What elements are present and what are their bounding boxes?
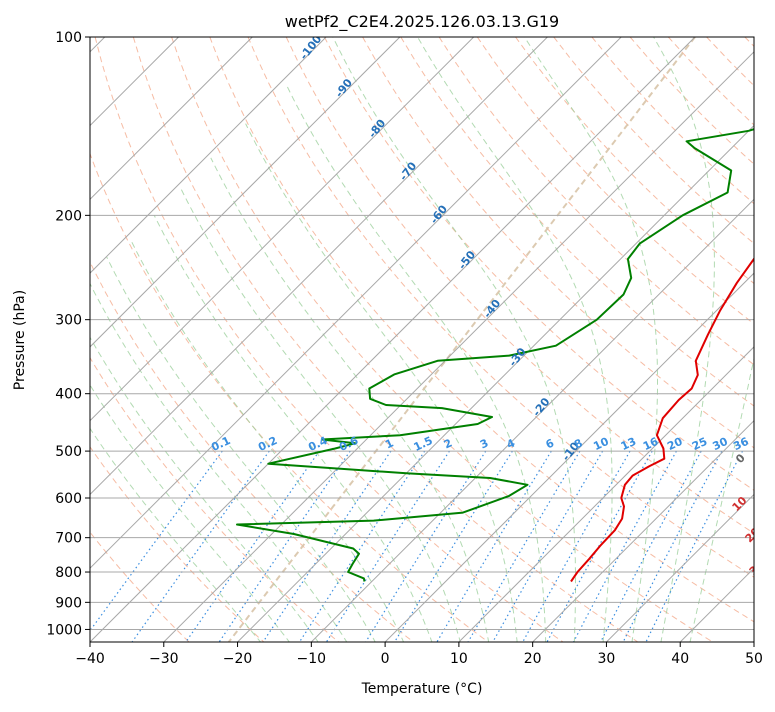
- y-tick-label: 500: [55, 444, 82, 460]
- x-axis-label: Temperature (°C): [361, 681, 483, 697]
- x-tick-label: 30: [598, 651, 616, 667]
- y-tick-label: 200: [55, 208, 82, 224]
- x-tick-label: −20: [223, 651, 253, 667]
- x-tick-label: 50: [745, 651, 763, 667]
- x-tick-label: −30: [149, 651, 179, 667]
- y-axis-label: Pressure (hPa): [12, 290, 28, 390]
- y-tick-label: 600: [55, 491, 82, 507]
- chart-title: wetPf2_C2E4.2025.126.03.13.G19: [285, 12, 559, 32]
- y-tick-label: 800: [55, 565, 82, 581]
- x-tick-label: 10: [450, 651, 468, 667]
- x-tick-label: 20: [524, 651, 542, 667]
- x-tick-label: −10: [297, 651, 327, 667]
- x-tick-label: 40: [671, 651, 689, 667]
- y-tick-label: 100: [55, 30, 82, 46]
- y-tick-label: 400: [55, 387, 82, 403]
- y-tick-label: 1000: [46, 622, 82, 638]
- y-tick-label: 900: [55, 595, 82, 611]
- x-tick-label: −40: [75, 651, 105, 667]
- y-tick-label: 300: [55, 313, 82, 329]
- x-tick-label: 0: [381, 651, 390, 667]
- y-tick-label: 700: [55, 531, 82, 547]
